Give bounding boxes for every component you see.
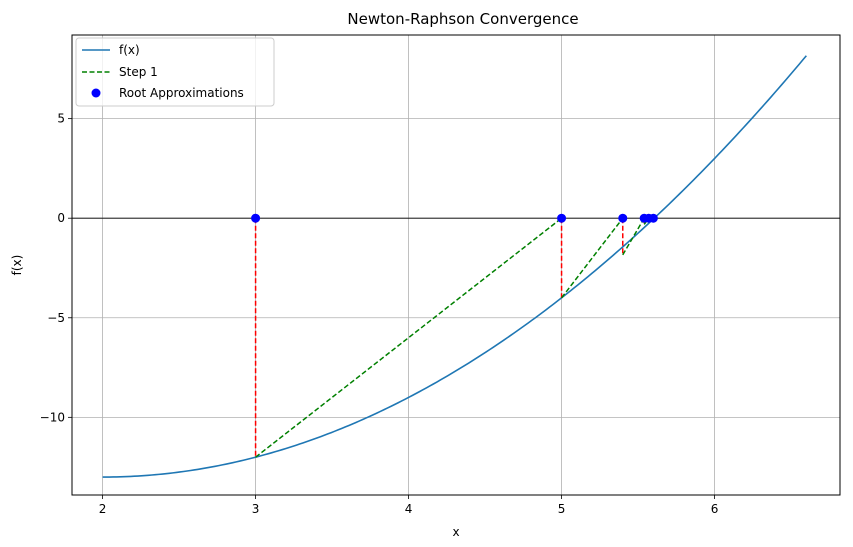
root-approximation-point xyxy=(648,213,658,223)
legend-box xyxy=(75,37,275,107)
y-tick-label: −5 xyxy=(47,311,65,325)
x-tick-label: 6 xyxy=(711,502,719,516)
y-tick-label: −10 xyxy=(40,410,65,424)
legend-root-label: Root Approximations xyxy=(119,86,244,100)
steps-layer xyxy=(254,217,654,458)
tangent-step-line xyxy=(560,217,624,299)
legend-step-label: Step 1 xyxy=(119,65,158,79)
x-tick-label: 5 xyxy=(558,502,566,516)
x-tick-label: 3 xyxy=(252,502,260,516)
root-approximation-point xyxy=(251,213,261,223)
tangent-step-line xyxy=(255,217,563,458)
x-tick-label: 4 xyxy=(405,502,413,516)
legend: f(x) Step 1 Root Approximations xyxy=(75,37,275,107)
function-curve xyxy=(102,55,807,478)
legend-root-swatch xyxy=(91,88,101,98)
x-tick-label: 2 xyxy=(99,502,107,516)
y-tick-label: 5 xyxy=(57,112,65,126)
grid xyxy=(72,35,840,495)
chart-title: Newton-Raphson Convergence xyxy=(347,10,578,28)
curve-layer xyxy=(102,55,807,478)
root-approximation-point xyxy=(557,213,567,223)
ticks: 2 3 4 5 6 −10 −5 0 5 xyxy=(40,112,719,516)
root-points-layer xyxy=(251,213,658,223)
root-approximation-point xyxy=(618,213,628,223)
plot-frame xyxy=(71,34,841,496)
x-axis-label: x xyxy=(452,525,459,539)
y-tick-label: 0 xyxy=(57,211,65,225)
legend-curve-label: f(x) xyxy=(119,43,140,57)
y-axis-label: f(x) xyxy=(10,255,24,276)
